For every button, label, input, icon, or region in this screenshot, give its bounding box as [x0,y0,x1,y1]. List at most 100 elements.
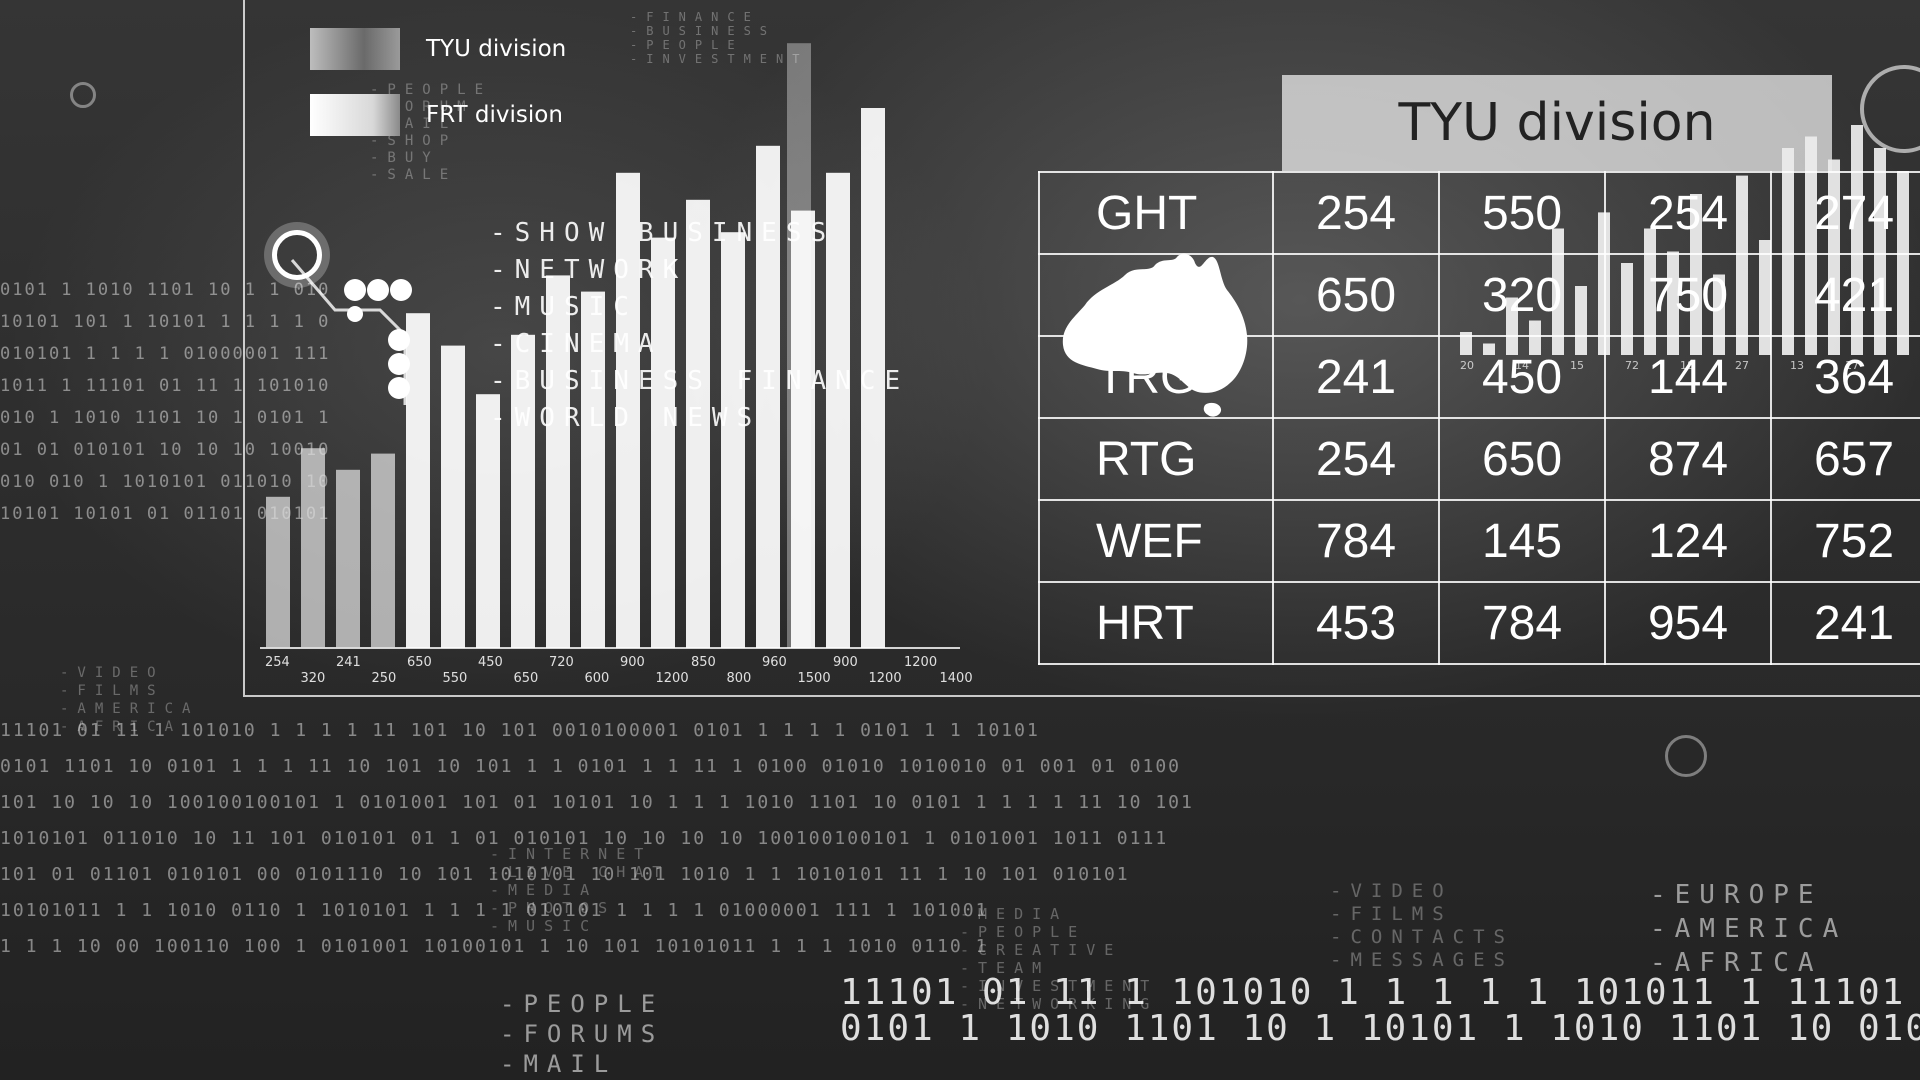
x-tick-label: 1500 [798,671,831,686]
connector-dots-icon [290,259,412,405]
x-tick-label: 320 [301,671,326,686]
menu-item: -CONTACTS [1330,926,1514,948]
binary-text: 010 1 1010 1101 10 1 0101 1 1 1 11 10 10… [0,408,330,428]
table-title: TYU division [1282,75,1832,171]
chart-bar [336,469,360,648]
menu-item: -FINANCE [630,10,760,24]
legend-swatch-frt [310,94,400,136]
x-tick-label: 550 [443,671,468,686]
chart-bar [651,237,675,648]
binary-text: 1011 1 11101 01 11 1 101010 1 1 1 1 11 1… [0,376,330,396]
bar-chart: 2543202412506505504506507206009001200850… [260,43,973,686]
chart-bar [441,345,465,648]
chart-panel-frame [243,0,1920,697]
x-tick-label: 650 [407,655,432,670]
menu-item: -AMERICA [60,701,200,717]
menu-item: -FILMS [60,683,165,699]
table-cell: 241 [1770,581,1920,665]
table-cell: 144 [1604,335,1772,419]
ring-icon [1665,735,1707,777]
binary-text: 010101 1 1 1 1 01000001 111 1 10101 1 1 … [0,344,330,364]
row-label: GHT [1037,171,1275,255]
table-cell: 254 [1272,417,1441,501]
legend-label: TYU division [426,36,567,62]
table-cell: 750 [1604,253,1772,337]
chart-bar [791,210,815,648]
x-tick-label: 1200 [869,671,902,686]
menu-item: -PHOTOS [490,899,617,917]
x-tick-label: 650 [514,671,539,686]
chart-bar [686,199,710,649]
table-cell: 650 [1438,417,1607,501]
table-row: WEF 784 145 124 752 [1037,499,1920,583]
table-cell: 320 [1438,253,1607,337]
x-tick-label: 1200 [904,655,937,670]
table-cell: 241 [1272,335,1441,419]
x-tick-label: 900 [620,655,645,670]
legend-item: TYU division [310,28,610,70]
legend-swatch-tyu [310,28,400,70]
binary-text: 101 01 01101 010101 00 0101110 10 101 10… [0,864,1130,885]
table-row: TRG 241 450 144 364 [1037,335,1920,419]
table-cell: 954 [1604,581,1772,665]
binary-text: 0101 1 1010 1101 10 1 1 0101 1 11101 01 … [0,280,330,300]
x-tick-label: 241 [336,655,361,670]
chart-bar [476,394,500,648]
table-cell: 874 [1604,417,1772,501]
menu-item: -MAIL [500,1050,618,1078]
data-table: GHT 254 550 254 274 650 320 750 421 TRG 241 450 144 3… [1037,171,1920,665]
ring-icon [70,82,96,108]
x-tick-label: 960 [762,655,787,670]
table-cell: 550 [1438,171,1607,255]
chart-bar [406,313,430,648]
legend-label: FRT division [426,102,563,128]
chart-bar [616,172,640,649]
table-cell: 124 [1604,499,1772,583]
division-table: TYU division GHT 254 550 254 274 650 320 750 421… [1037,75,1920,665]
menu-item: -VIDEO [1330,880,1453,902]
binary-text: 1 1 1 10 00 100110 100 1 0101001 1010010… [0,936,989,957]
x-tick-label: 850 [691,655,716,670]
menu-item: -MEDIA [490,881,599,899]
table-cell: 650 [1272,253,1441,337]
x-tick-label: 254 [265,655,290,670]
binary-text: 10101 101 1 10101 1 1 1 1 0101 1 10101 1… [0,312,330,332]
menu-item: -INVESTMENT [630,52,809,66]
menu-item: -AMERICA [1650,914,1848,944]
x-tick-label: 450 [478,655,503,670]
x-tick-label: 1200 [656,671,689,686]
chart-bar [301,448,325,648]
menu-item: -LIVE CHAT [490,863,671,881]
row-label [1037,253,1275,337]
menu-item: -PEOPLE [630,38,744,52]
chart-bar [861,108,885,648]
ring-icon [1860,65,1920,153]
table-cell: 784 [1438,581,1607,665]
menu-item: -FORUMS [500,1020,665,1048]
table-cell: 254 [1604,171,1772,255]
x-tick-label: 900 [833,655,858,670]
table-row: HRT 453 784 954 241 [1037,581,1920,665]
menu-item: -TEAM [960,959,1051,977]
menu-item: -SHOP [370,133,458,149]
legend-item: FRT division [310,94,610,136]
menu-item: -FILMS [1330,903,1453,925]
menu-item: -PEOPLE [500,990,665,1018]
chart-bar [721,232,745,648]
x-tick-label: 1400 [940,671,973,686]
binary-text: 01 01 010101 10 10 10 100100100101 1 010… [0,440,330,460]
chart-bar [581,291,605,648]
menu-item: -SALE [370,167,458,183]
chart-bar [511,334,535,648]
binary-text: 0101 1 1010 1101 10 1 10101 1 1010 1101 … [840,1008,1920,1049]
chart-bar [266,496,290,648]
binary-text: 10101011 1 1 1010 0110 1 1010101 1 1 1 1… [0,900,989,921]
binary-text: 101 10 10 10 100100100101 1 0101001 101 … [0,792,1194,813]
menu-item: -VIDEO [60,665,165,681]
table-cell: 254 [1272,171,1441,255]
binary-text: 010 010 1 1010101 011010 10 11 101 01010… [0,472,330,492]
menu-item: -NETWORKING [960,995,1159,1013]
x-tick-label: 800 [727,671,752,686]
binary-text: 11101 01 11 1 101010 1 1 1 1 11 101 10 1… [0,720,1040,741]
table-cell: 421 [1770,253,1920,337]
